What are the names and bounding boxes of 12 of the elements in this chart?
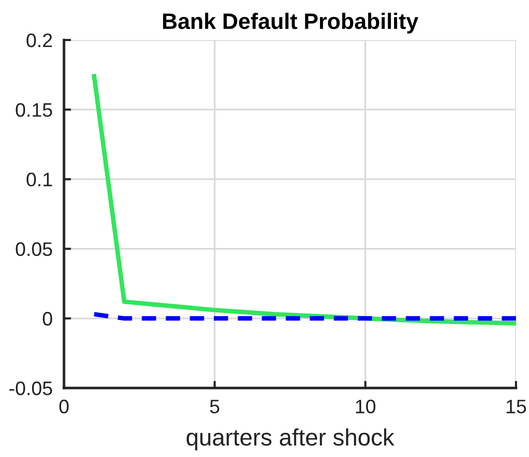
chart-title: Bank Default Probability xyxy=(163,12,418,34)
y-tick-label: 0 xyxy=(42,312,52,326)
y-tick-label: -0.05 xyxy=(9,381,52,396)
x-tick-label: 10 xyxy=(356,400,376,414)
y-tick-label: 0.1 xyxy=(26,172,52,186)
x-tick-label: 15 xyxy=(506,400,526,414)
y-tick-label: 0.2 xyxy=(26,33,52,48)
y-tick-label: 0.05 xyxy=(16,242,52,256)
x-tick-label: 5 xyxy=(210,400,220,414)
x-tick-label: 0 xyxy=(59,400,69,414)
y-tick-label: 0.15 xyxy=(16,103,52,117)
x-axis-title: quarters after shock xyxy=(186,428,394,450)
